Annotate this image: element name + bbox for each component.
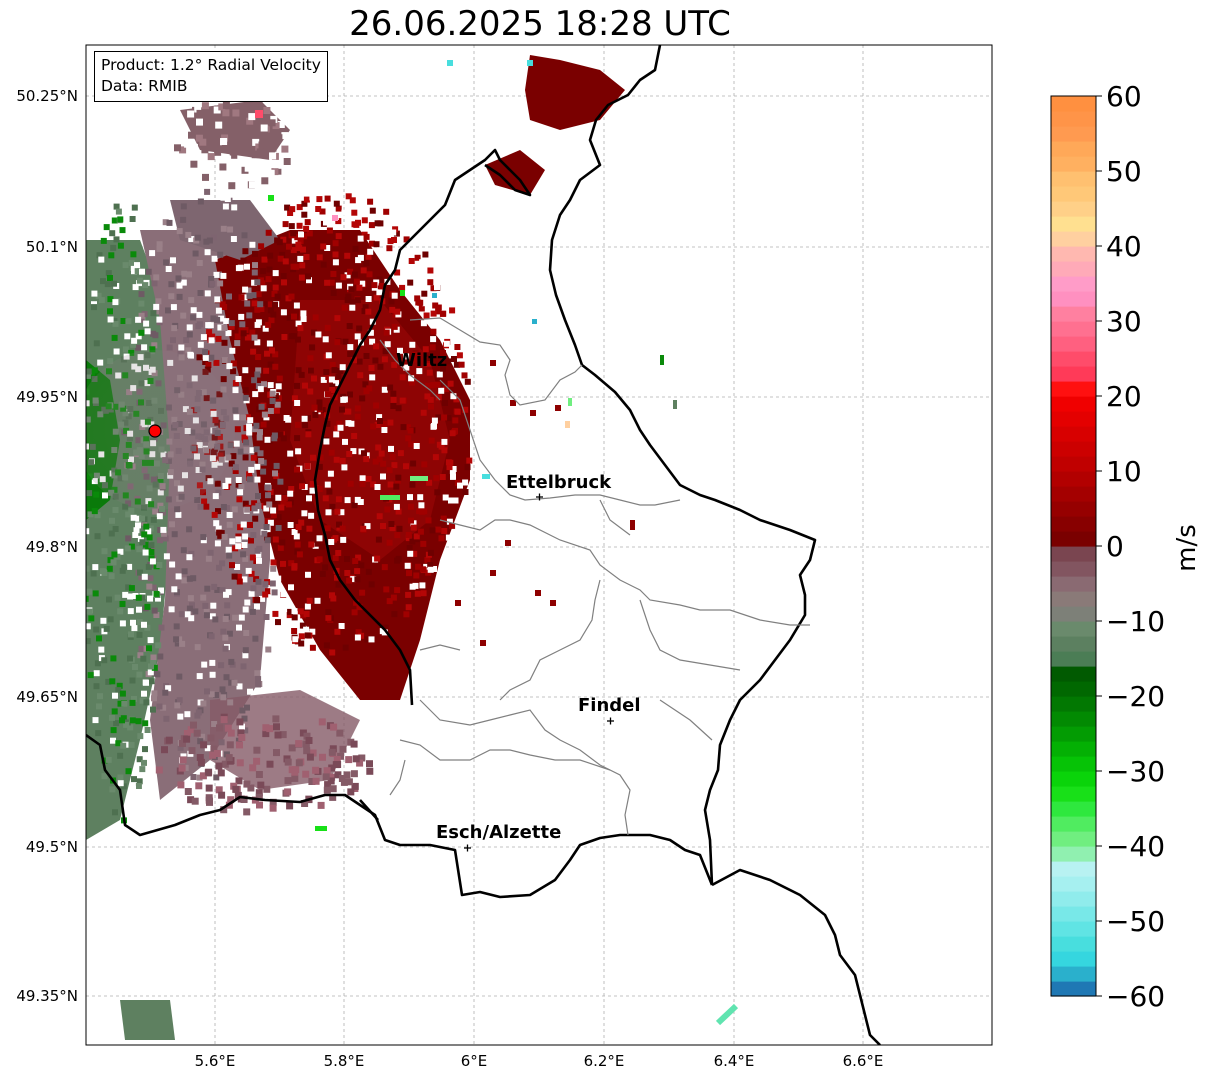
data-source-label: Data: RMIB [101,77,188,95]
city-label-wiltz: Wiltz [396,350,447,371]
map-title: 26.06.2025 18:28 UTC [349,4,731,44]
lat-tick-label: 49.8°N [26,538,78,556]
lon-tick-label: 5.6°E [195,1052,236,1070]
city-label-findel: Findel [578,695,641,716]
lon-tick-label: 6.6°E [843,1052,884,1070]
city-label-ettelbruck: Ettelbruck [506,472,612,493]
product-label: Product: 1.2° Radial Velocity [101,56,321,74]
city-label-esch-alzette: Esch/Alzette [436,822,561,843]
city-markers [464,493,614,852]
lon-tick-label: 5.8°E [324,1052,365,1070]
radar-site-icon [148,424,162,438]
lat-tick-label: 49.5°N [26,838,78,856]
longitude-axis: 5.6°E 5.8°E 6°E 6.2°E 6.4°E 6.6°E [195,1052,884,1070]
district-borders [379,317,810,836]
lat-tick-label: 49.35°N [16,987,78,1005]
latitude-axis: 50.25°N 50.1°N 49.95°N 49.8°N 49.65°N 49… [16,87,78,1005]
lon-tick-label: 6°E [461,1052,488,1070]
product-info-box: Product: 1.2° Radial Velocity Data: RMIB [94,51,328,102]
lat-tick-label: 49.65°N [16,688,78,706]
scattered-returns [255,60,739,1026]
lat-tick-label: 50.25°N [16,87,78,105]
country-borders [86,45,881,1045]
lat-tick-label: 49.95°N [16,388,78,406]
map-frame [85,44,993,1046]
lat-tick-label: 50.1°N [26,238,78,256]
lon-tick-label: 6.2°E [584,1052,625,1070]
lon-tick-label: 6.4°E [714,1052,755,1070]
